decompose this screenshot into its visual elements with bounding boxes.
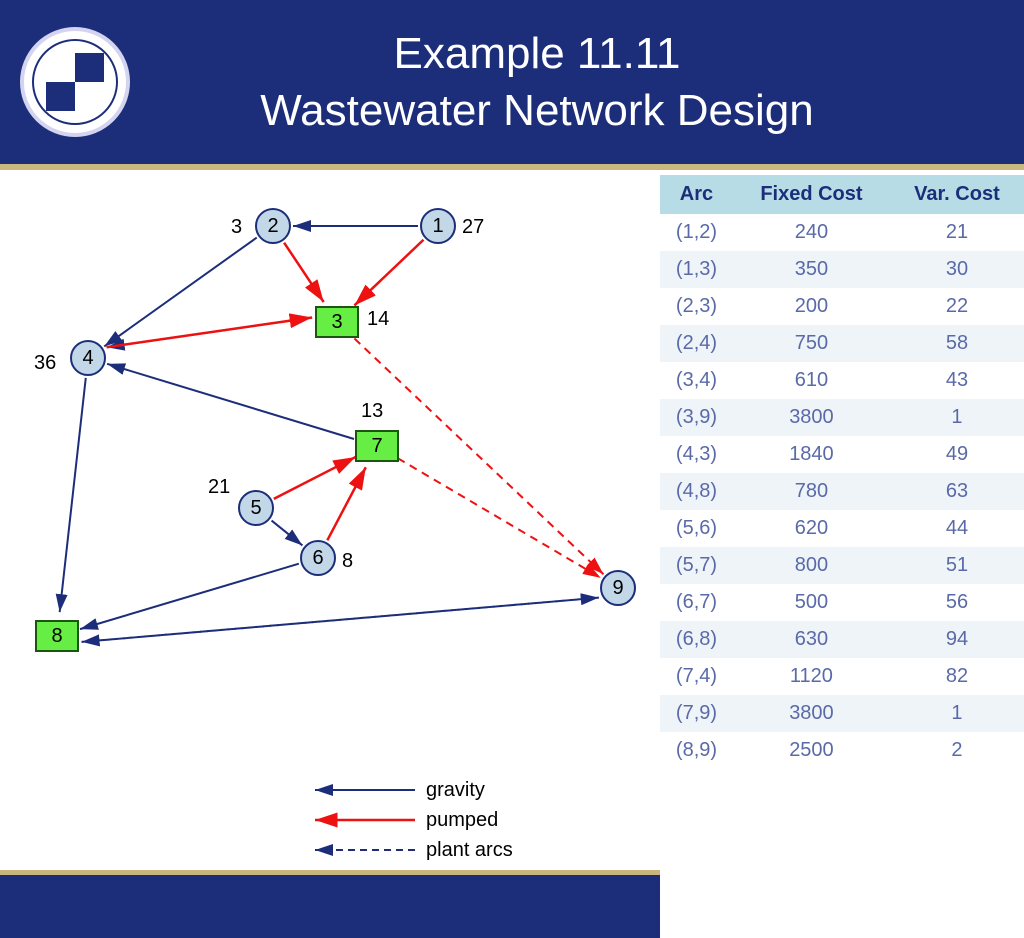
table-row: (2,4)75058 <box>660 325 1024 362</box>
node-7: 7 <box>355 430 399 462</box>
table-cell: 1 <box>890 399 1024 436</box>
table-cell: (1,3) <box>660 251 733 288</box>
table-row: (3,4)61043 <box>660 362 1024 399</box>
table-cell: (1,2) <box>660 214 733 251</box>
table-cell: 200 <box>733 288 890 325</box>
table-cell: (2,4) <box>660 325 733 362</box>
node-1: 1 <box>420 208 456 244</box>
table-cell: 51 <box>890 547 1024 584</box>
table-cell: 3800 <box>733 399 890 436</box>
table-cell: 21 <box>890 214 1024 251</box>
table-cell: 350 <box>733 251 890 288</box>
table-cell: 500 <box>733 584 890 621</box>
table-cell: (5,6) <box>660 510 733 547</box>
table-row: (5,7)80051 <box>660 547 1024 584</box>
table-row: (3,9)38001 <box>660 399 1024 436</box>
cost-table-area: ArcFixed CostVar. Cost (1,2)24021(1,3)35… <box>660 170 1024 768</box>
edge-5-7 <box>274 457 356 499</box>
table-cell: 82 <box>890 658 1024 695</box>
table-header: Fixed Cost <box>733 175 890 214</box>
university-seal <box>20 27 130 137</box>
table-cell: 630 <box>733 621 890 658</box>
table-cell: (6,7) <box>660 584 733 621</box>
table-row: (7,4)112082 <box>660 658 1024 695</box>
table-cell: 44 <box>890 510 1024 547</box>
table-row: (1,3)35030 <box>660 251 1024 288</box>
table-cell: 610 <box>733 362 890 399</box>
node-label-6: 8 <box>342 550 353 573</box>
table-cell: 2 <box>890 732 1024 769</box>
table-cell: (7,9) <box>660 695 733 732</box>
node-label-1: 27 <box>462 216 484 239</box>
node-4: 4 <box>70 340 106 376</box>
table-cell: 240 <box>733 214 890 251</box>
slide-header: Example 11.11 Wastewater Network Design <box>0 0 1024 170</box>
table-cell: 56 <box>890 584 1024 621</box>
table-cell: 22 <box>890 288 1024 325</box>
table-row: (6,8)63094 <box>660 621 1024 658</box>
table-cell: (5,7) <box>660 547 733 584</box>
table-row: (4,8)78063 <box>660 473 1024 510</box>
node-3: 3 <box>315 306 359 338</box>
table-cell: 780 <box>733 473 890 510</box>
table-row: (8,9)25002 <box>660 732 1024 769</box>
table-cell: 58 <box>890 325 1024 362</box>
node-9: 9 <box>600 570 636 606</box>
table-cell: 43 <box>890 362 1024 399</box>
slide-title: Example 11.11 Wastewater Network Design <box>130 25 1024 139</box>
table-cell: 800 <box>733 547 890 584</box>
table-cell: 1 <box>890 695 1024 732</box>
edge-5-6 <box>272 521 303 546</box>
table-row: (6,7)50056 <box>660 584 1024 621</box>
table-cell: (6,8) <box>660 621 733 658</box>
table-cell: (7,4) <box>660 658 733 695</box>
table-cell: (4,3) <box>660 436 733 473</box>
table-cell: 63 <box>890 473 1024 510</box>
node-label-2: 3 <box>231 216 242 239</box>
node-5: 5 <box>238 490 274 526</box>
node-label-5: 21 <box>208 476 230 499</box>
title-line-1: Example 11.11 <box>394 29 681 78</box>
edge-1-3 <box>354 240 423 306</box>
node-label-7: 13 <box>361 400 383 423</box>
edge-6-8 <box>80 564 299 629</box>
table-cell: 30 <box>890 251 1024 288</box>
network-diagram: 127233144365216871389 gravity pumped pla… <box>0 170 660 768</box>
table-cell: 3800 <box>733 695 890 732</box>
edge-6-7 <box>327 467 365 540</box>
node-8: 8 <box>35 620 79 652</box>
table-row: (1,2)24021 <box>660 214 1024 251</box>
table-cell: (3,4) <box>660 362 733 399</box>
node-6: 6 <box>300 540 336 576</box>
slide-content: 127233144365216871389 gravity pumped pla… <box>0 170 1024 768</box>
edges-svg <box>0 170 660 890</box>
title-line-2: Wastewater Network Design <box>260 86 813 135</box>
table-cell: 94 <box>890 621 1024 658</box>
table-cell: 620 <box>733 510 890 547</box>
edge-2-3 <box>284 243 324 302</box>
table-cell: 2500 <box>733 732 890 769</box>
table-row: (7,9)38001 <box>660 695 1024 732</box>
edge-7-4 <box>107 364 354 439</box>
edge-4-8 <box>60 378 86 612</box>
table-cell: 49 <box>890 436 1024 473</box>
table-cell: 1840 <box>733 436 890 473</box>
table-row: (2,3)20022 <box>660 288 1024 325</box>
table-cell: 1120 <box>733 658 890 695</box>
table-cell: 750 <box>733 325 890 362</box>
node-2: 2 <box>255 208 291 244</box>
table-cell: (8,9) <box>660 732 733 769</box>
table-header: Var. Cost <box>890 175 1024 214</box>
table-row: (4,3)184049 <box>660 436 1024 473</box>
node-label-4: 36 <box>34 352 56 375</box>
node-label-3: 14 <box>367 308 389 331</box>
table-cell: (3,9) <box>660 399 733 436</box>
table-cell: (4,8) <box>660 473 733 510</box>
table-row: (5,6)62044 <box>660 510 1024 547</box>
cost-table: ArcFixed CostVar. Cost (1,2)24021(1,3)35… <box>660 175 1024 769</box>
table-cell: (2,3) <box>660 288 733 325</box>
edge-9-8 <box>82 598 599 642</box>
table-header: Arc <box>660 175 733 214</box>
